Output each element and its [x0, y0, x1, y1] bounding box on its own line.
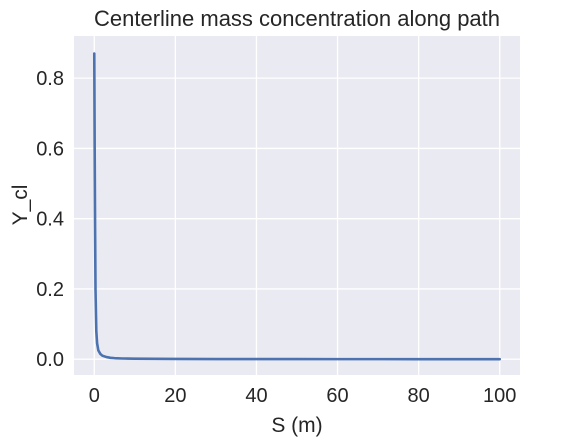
y-axis-label: Y_cl — [9, 185, 32, 226]
chart-title: Centerline mass concentration along path — [94, 6, 500, 31]
y-tick-label: 0.0 — [36, 349, 64, 371]
x-tick-label: 60 — [326, 385, 348, 407]
x-axis-ticks: 0 20 40 60 80 100 — [89, 385, 517, 407]
x-tick-label: 80 — [408, 385, 430, 407]
x-tick-label: 0 — [89, 385, 100, 407]
y-tick-label: 0.4 — [36, 209, 64, 231]
y-axis-ticks: 0.0 0.2 0.4 0.6 0.8 — [36, 68, 64, 371]
x-tick-label: 100 — [483, 385, 516, 407]
y-tick-label: 0.2 — [36, 279, 64, 301]
y-tick-label: 0.6 — [36, 138, 64, 160]
plot-area — [74, 36, 520, 375]
x-tick-label: 40 — [245, 385, 267, 407]
series-line — [92, 52, 502, 361]
y-tick-label: 0.8 — [36, 68, 64, 90]
x-axis-label: S (m) — [271, 414, 322, 437]
x-tick-label: 20 — [164, 385, 186, 407]
series-group — [92, 52, 502, 361]
